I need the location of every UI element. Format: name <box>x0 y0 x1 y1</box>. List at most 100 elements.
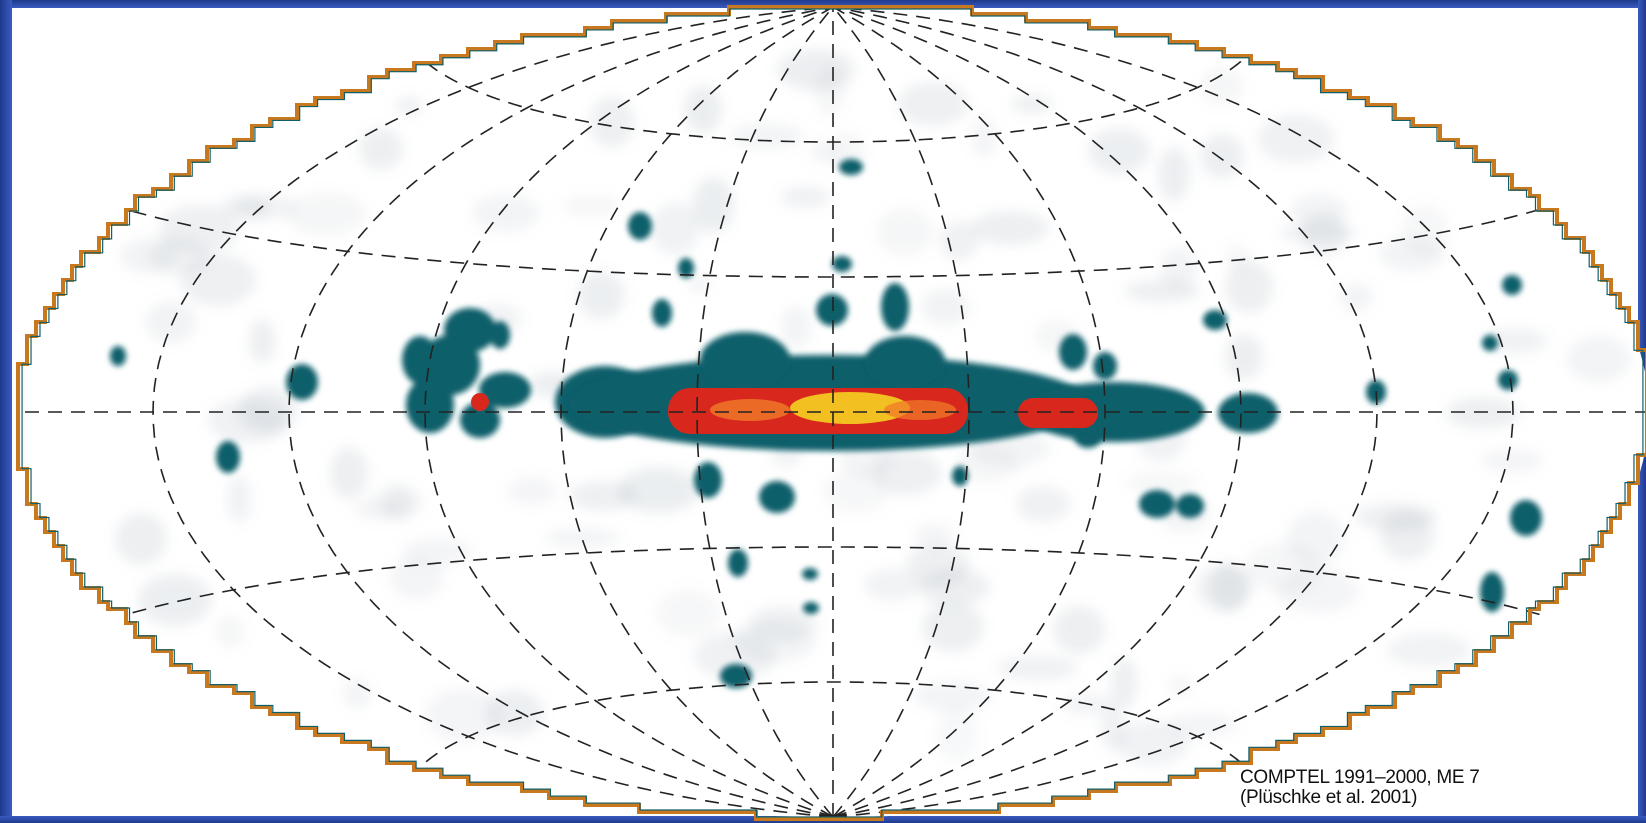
haze-patch <box>402 538 472 566</box>
haze-patch <box>507 477 557 505</box>
haze-patch <box>940 221 978 261</box>
haze-patch <box>1011 95 1053 113</box>
haze-patch <box>1257 115 1335 163</box>
haze-patch <box>1124 280 1200 302</box>
haze-patch <box>872 451 942 495</box>
emission-blob <box>759 481 795 513</box>
frame-border-left <box>0 0 12 823</box>
map-boundary <box>16 5 1646 821</box>
emission-blob <box>694 462 722 498</box>
haze-patch <box>656 589 720 637</box>
haze-patch <box>618 467 700 513</box>
emission-blob <box>816 294 848 326</box>
haze-patch <box>577 271 625 319</box>
parallel-line <box>424 681 1242 764</box>
figure-caption: COMPTEL 1991–2000, ME 7 (Plüschke et al.… <box>1240 768 1480 808</box>
haze-patch <box>1210 562 1248 612</box>
haze-patch <box>239 387 297 433</box>
parallel-line <box>126 546 1540 616</box>
emission-blob <box>1176 494 1204 518</box>
emission-blob <box>1482 335 1498 351</box>
emission-blob <box>628 212 652 240</box>
haze-patch <box>590 96 634 148</box>
haze-patch <box>1277 569 1359 613</box>
haze-patch <box>1481 449 1543 473</box>
band-warm <box>710 399 790 421</box>
meridian-line <box>832 7 1378 817</box>
haze-patch <box>1201 67 1243 105</box>
caption-line-2: (Plüschke et al. 2001) <box>1240 787 1418 808</box>
haze-patch <box>1339 283 1373 311</box>
haze-patch <box>1125 472 1197 494</box>
emission-blob <box>803 602 819 614</box>
haze-patch <box>367 485 425 519</box>
haze-patch <box>823 469 889 513</box>
haze-patch <box>330 447 368 499</box>
haze-patch <box>1446 397 1520 429</box>
haze-patch <box>651 203 699 255</box>
haze-patch <box>936 706 978 762</box>
haze-patch <box>815 64 845 116</box>
emission-blob <box>728 549 748 577</box>
haze-patch <box>1158 147 1190 201</box>
haze-patch <box>918 569 990 605</box>
haze-patch <box>1287 511 1345 565</box>
emission-blob <box>1480 572 1504 612</box>
haze-patch <box>734 620 816 662</box>
haze-patch <box>1053 606 1105 654</box>
haze-patch <box>115 513 167 565</box>
parallel-line <box>126 208 1540 278</box>
haze-patch <box>922 602 984 652</box>
haze-patch <box>426 688 502 742</box>
emission-blob <box>802 568 818 580</box>
meridian-line <box>424 7 834 817</box>
coordinate-grid <box>17 7 1646 817</box>
haze-patch <box>1225 334 1263 380</box>
emission-blob <box>1510 500 1542 536</box>
emission-blob <box>839 159 863 175</box>
haze-patch <box>921 289 969 325</box>
haze-patch <box>971 117 997 157</box>
haze-patch <box>138 574 212 626</box>
band-warm <box>884 400 956 420</box>
caption-line-1: COMPTEL 1991–2000, ME 7 <box>1240 767 1480 788</box>
haze-patch <box>221 195 271 219</box>
emission-region-left <box>460 402 500 438</box>
meridian-line <box>832 7 970 817</box>
haze-patch <box>1225 261 1273 313</box>
haze-patch <box>1167 675 1193 697</box>
haze-patch <box>898 82 968 126</box>
haze-patch <box>227 475 251 523</box>
band-core-right <box>1018 398 1098 428</box>
haze-patch <box>957 444 1019 482</box>
emission-blob <box>1498 370 1518 390</box>
emission-blob <box>652 299 672 327</box>
emission-blob <box>952 466 968 486</box>
haze-patch <box>730 123 804 149</box>
haze-patch <box>864 569 920 601</box>
emission-region-left <box>479 372 531 408</box>
haze-patch <box>180 254 256 306</box>
emission-blob <box>678 258 694 278</box>
meridian-line <box>832 7 1242 817</box>
parallel-line <box>424 60 1242 143</box>
haze-patch <box>472 194 540 232</box>
hotspot-left <box>471 393 489 411</box>
haze-patch <box>1567 336 1631 382</box>
haze-patch <box>396 96 422 116</box>
haze-patch <box>780 186 830 208</box>
emission-blob <box>1203 310 1227 330</box>
emission-blob <box>216 441 240 473</box>
haze-patch <box>1290 194 1348 228</box>
haze-patch <box>971 211 1049 245</box>
haze-patch <box>684 86 722 134</box>
haze-patch <box>343 679 371 709</box>
haze-patch <box>1160 247 1198 289</box>
diffuse-haze <box>115 49 1631 765</box>
haze-patch <box>1088 128 1150 174</box>
emission-region-left <box>402 336 438 384</box>
emission-blob <box>1059 334 1087 370</box>
haze-patch <box>1111 657 1137 709</box>
